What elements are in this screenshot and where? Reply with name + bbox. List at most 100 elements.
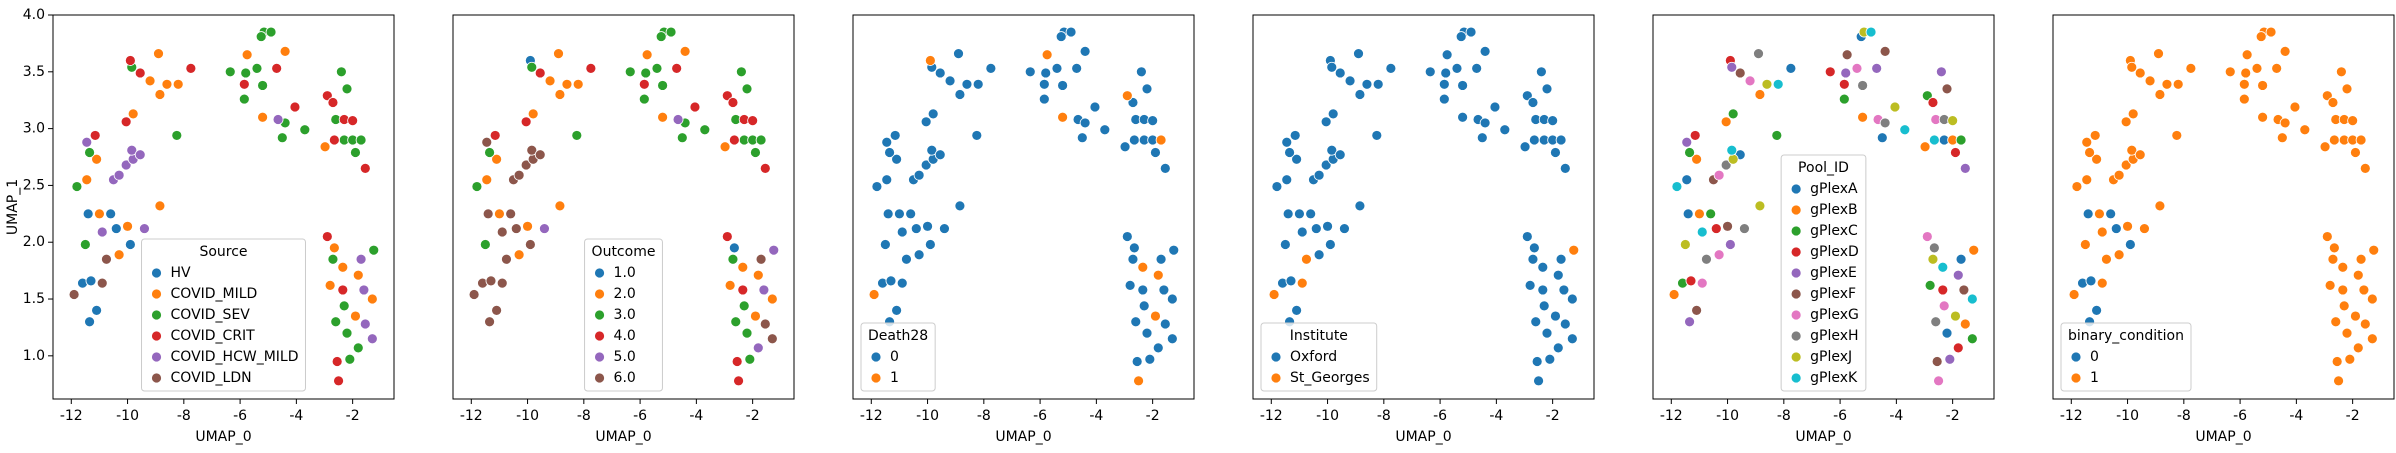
- point: [238, 93, 250, 105]
- point: [1966, 293, 1978, 305]
- point: [2335, 66, 2347, 78]
- point: [327, 253, 339, 265]
- x-tick-label: -6: [1833, 408, 1847, 424]
- point: [1155, 134, 1167, 146]
- point: [1924, 279, 1936, 291]
- point: [1550, 147, 1561, 158]
- point: [2091, 304, 2103, 316]
- point: [891, 153, 903, 165]
- point: [154, 89, 166, 100]
- point: [1938, 300, 1950, 312]
- legend-box: [141, 238, 306, 392]
- point: [1535, 66, 1547, 78]
- point: [520, 116, 532, 128]
- point: [750, 310, 761, 322]
- y-tick-label: 1.0: [23, 348, 45, 364]
- point: [1159, 318, 1171, 330]
- point: [2144, 75, 2156, 87]
- point: [1519, 141, 1531, 153]
- point: [741, 83, 753, 95]
- legend-box: [584, 238, 663, 392]
- point: [513, 249, 525, 261]
- legend: Outcome 1.0 2.0 3.0 4.0 5.0 6.0: [584, 238, 663, 392]
- point: [1689, 130, 1701, 141]
- point: [1720, 116, 1732, 128]
- point: [671, 62, 683, 74]
- point: [1941, 83, 1953, 95]
- point: [1857, 80, 1869, 91]
- point: [944, 75, 956, 87]
- point: [2368, 244, 2380, 256]
- point: [134, 149, 146, 161]
- point: [2327, 97, 2339, 108]
- point: [2126, 61, 2138, 73]
- point: [2096, 226, 2108, 238]
- point: [1438, 78, 1450, 90]
- legend-marker: [1790, 309, 1802, 321]
- point: [501, 253, 512, 265]
- point: [1710, 223, 1722, 234]
- point: [741, 327, 753, 339]
- point: [154, 200, 166, 212]
- point: [1326, 144, 1338, 156]
- point: [2347, 115, 2359, 127]
- point: [961, 78, 973, 90]
- point: [1927, 253, 1939, 265]
- point: [1528, 242, 1540, 254]
- point: [1899, 124, 1911, 136]
- legend-marker: [1790, 351, 1802, 363]
- point: [251, 62, 263, 74]
- point: [737, 284, 749, 296]
- point: [889, 130, 901, 141]
- point: [1440, 67, 1452, 79]
- point: [1079, 117, 1091, 129]
- point: [1753, 48, 1764, 60]
- point: [2094, 208, 2105, 220]
- point: [881, 174, 893, 186]
- point: [1150, 310, 1161, 322]
- point: [2355, 134, 2367, 146]
- point: [1476, 132, 1488, 144]
- point: [505, 208, 517, 220]
- point: [2352, 269, 2364, 281]
- point: [510, 223, 522, 234]
- x-axis-label: UMAP_0: [1395, 429, 1451, 445]
- legend-marker: [1790, 372, 1802, 384]
- point: [954, 89, 966, 100]
- point: [2171, 130, 2183, 141]
- point: [1691, 304, 1703, 316]
- point: [1144, 353, 1156, 365]
- x-tick-label: -8: [2177, 408, 2191, 424]
- point: [2120, 116, 2132, 128]
- legend-title: Outcome: [592, 244, 656, 260]
- point: [350, 310, 361, 322]
- point: [1296, 226, 1308, 238]
- point: [81, 174, 93, 186]
- point: [1334, 67, 1346, 79]
- point: [1726, 144, 1738, 156]
- point: [2337, 284, 2349, 296]
- point: [2355, 253, 2367, 265]
- x-tick-label: -6: [1033, 408, 1047, 424]
- point: [240, 67, 252, 79]
- legend-label: gPlexF: [1810, 286, 1856, 302]
- legend-title: Institute: [1290, 328, 1348, 344]
- point: [1057, 111, 1069, 123]
- point: [359, 318, 371, 330]
- x-tick-label: -6: [633, 408, 647, 424]
- point: [1555, 134, 1567, 146]
- x-tick-label: -10: [2116, 408, 2139, 424]
- point: [1301, 253, 1312, 265]
- x-axis-label: UMAP_0: [1795, 429, 1851, 445]
- point: [1289, 130, 1301, 141]
- legend-marker: [151, 372, 162, 384]
- point: [1555, 253, 1567, 265]
- point: [2084, 147, 2095, 158]
- x-tick-label: -10: [1716, 408, 1739, 424]
- point: [1361, 78, 1373, 90]
- legend: binary_condition 0 1: [2060, 322, 2192, 392]
- point: [885, 275, 897, 287]
- legend: Death28 0 1: [860, 322, 936, 392]
- point: [768, 244, 780, 256]
